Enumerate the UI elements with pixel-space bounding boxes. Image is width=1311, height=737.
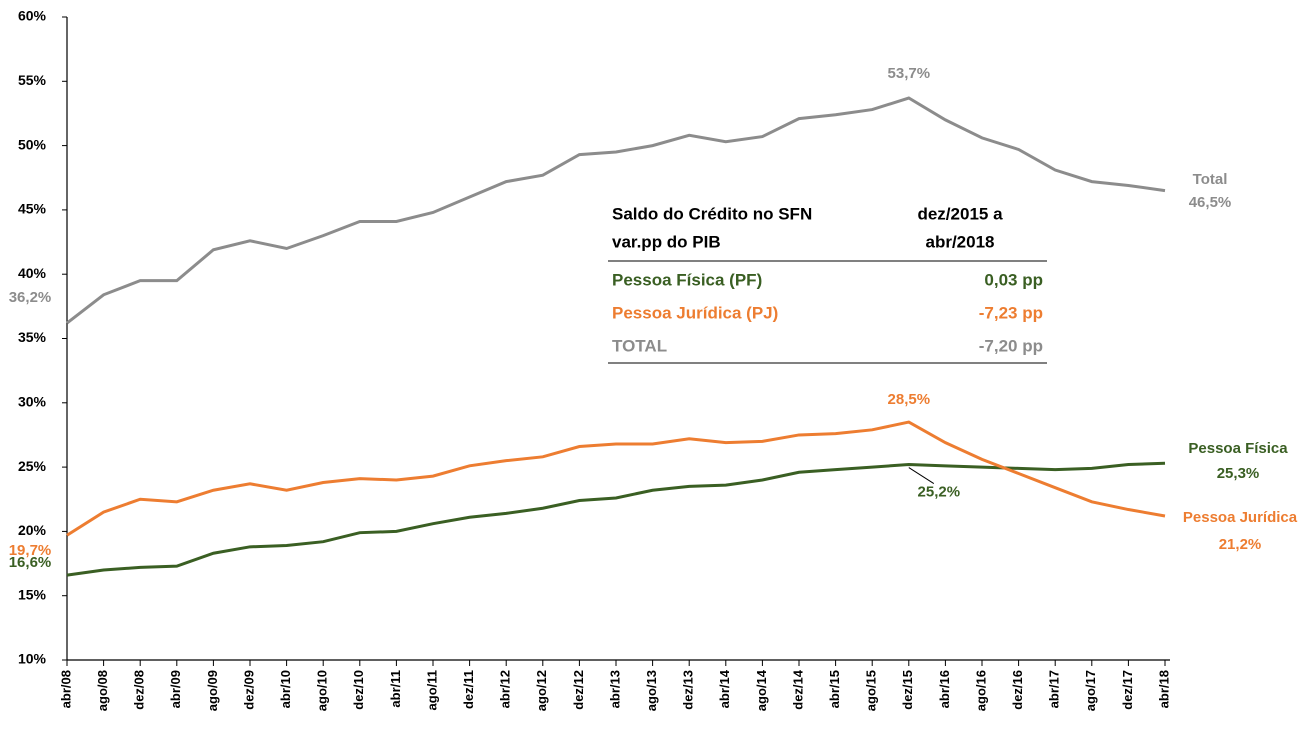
x-tick-label: abr/09 [168,670,183,708]
x-tick-label: abr/11 [388,670,403,708]
x-tick-label: ago/08 [95,670,110,711]
x-tick-label: dez/08 [132,670,147,710]
x-tick-label: ago/10 [315,670,330,711]
data-label: 16,6% [9,554,52,571]
x-tick-label: abr/14 [717,669,732,708]
table-row-label: Pessoa Jurídica (PJ) [612,303,778,322]
x-tick-label: abr/10 [278,670,293,708]
data-label: 19,7% [9,542,52,559]
y-tick-label: 30% [18,394,47,410]
y-tick-label: 35% [18,329,47,345]
y-tick-label: 45% [18,201,47,217]
y-tick-label: 20% [18,522,47,538]
x-tick-label: abr/15 [827,670,842,708]
x-tick-label: ago/15 [864,670,879,711]
x-tick-label: ago/16 [973,670,988,711]
data-label: 53,7% [888,65,931,82]
data-label: 46,5% [1189,194,1232,211]
x-tick-label: ago/11 [424,670,439,710]
series-line [66,420,1166,537]
x-tick-label: abr/16 [937,670,952,708]
table-row-value: -7,20 pp [979,336,1043,355]
y-tick-label: 60% [18,8,47,24]
table-row-value: 0,03 pp [984,270,1043,289]
series-name: Pessoa Física [1188,440,1288,457]
x-tick-label: ago/13 [644,670,659,711]
data-label: 36,2% [9,289,52,306]
x-tick-label: ago/12 [534,670,549,711]
table-row-label: Pessoa Física (PF) [612,270,762,289]
table-header: var.pp do PIB [612,232,721,251]
x-tick-label: dez/14 [790,669,805,710]
table-row-label: TOTAL [612,336,667,355]
table-header: dez/2015 a [917,204,1003,223]
x-tick-label: dez/10 [351,670,366,710]
data-label: 28,5% [888,391,931,408]
series-line [66,461,1166,577]
series-name: Total [1193,171,1228,188]
x-tick-label: dez/11 [461,670,476,709]
x-tick-label: abr/08 [58,670,73,708]
leader-line [908,467,935,484]
table-row-value: -7,23 pp [979,303,1043,322]
data-label: 25,3% [1217,465,1260,482]
y-tick-label: 55% [18,72,47,88]
y-tick-label: 50% [18,136,47,152]
y-tick-label: 15% [18,586,47,602]
x-tick-label: abr/13 [607,670,622,708]
x-tick-label: ago/17 [1083,670,1098,711]
data-label: 25,2% [918,483,961,500]
x-tick-label: ago/09 [205,670,220,711]
data-label: 21,2% [1219,536,1262,553]
y-tick-label: 10% [18,651,47,667]
x-tick-label: abr/17 [1047,670,1062,708]
x-tick-label: dez/15 [900,670,915,710]
table-header: Saldo do Crédito no SFN [612,204,812,223]
y-tick-label: 40% [18,265,47,281]
x-tick-label: dez/16 [1010,670,1025,710]
series-name: Pessoa Jurídica [1183,509,1298,526]
y-tick-label: 25% [18,458,47,474]
table-header: abr/2018 [926,232,995,251]
x-tick-label: ago/14 [754,669,769,711]
x-tick-label: abr/18 [1156,670,1171,708]
x-tick-label: dez/17 [1120,670,1135,710]
x-tick-label: dez/13 [681,670,696,710]
x-tick-label: dez/09 [241,670,256,710]
x-tick-label: abr/12 [498,670,513,708]
series-line [66,96,1166,325]
x-tick-label: dez/12 [571,670,586,710]
